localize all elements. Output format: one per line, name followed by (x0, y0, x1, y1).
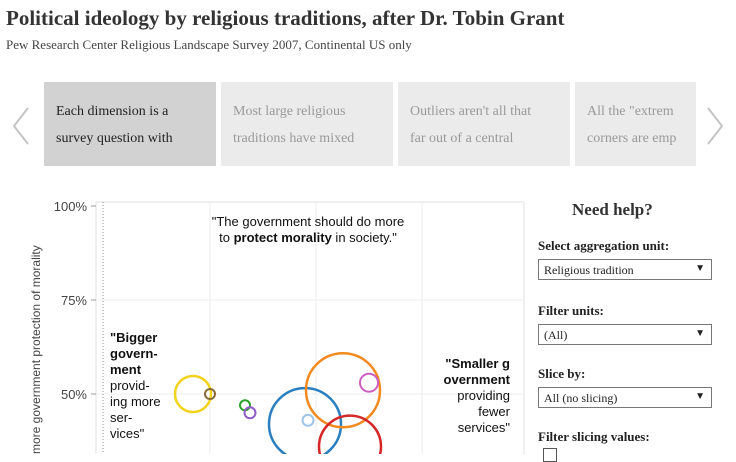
card-line: Most large religious (233, 104, 346, 119)
annotation-left-line: provid- (110, 378, 150, 393)
bubble-yellow[interactable] (173, 374, 213, 414)
annotation-top: "The government should do more to protec… (212, 214, 405, 245)
annotation-left: "Bigger govern- ment provid- ing more se… (110, 330, 161, 441)
annotation-right-line: fewer (478, 404, 510, 419)
annotation-left-line: ing more (110, 394, 161, 409)
story-card-4[interactable]: All the "extrem corners are emp (575, 82, 696, 166)
filter-units-select[interactable]: (All) ▼ (538, 324, 712, 345)
annotation-left-line: vices" (110, 426, 145, 441)
annotation-right-line: providing (457, 388, 510, 403)
annotation-top-line-1: "The government should do more (212, 214, 405, 229)
card-line: corners are emp (587, 131, 677, 146)
y-tick-label: 75% (61, 293, 87, 308)
card-line: traditions have mixed (233, 131, 355, 146)
aggregation-select[interactable]: Religious tradition ▼ (538, 259, 712, 280)
filter-slicing-label: Filter slicing values: (538, 429, 650, 444)
annotation-left-line: ment (110, 362, 142, 377)
page-subtitle: Pew Research Center Religious Landscape … (6, 37, 412, 52)
card-line: survey question with (56, 131, 173, 146)
caret-down-icon: ▼ (695, 328, 705, 339)
bubble-orange[interactable] (304, 351, 382, 429)
annotation-text: to (219, 230, 233, 245)
caret-down-icon: ▼ (695, 263, 705, 274)
y-tick-label: 50% (61, 387, 87, 402)
slice-by-select-value: All (no slicing) (544, 391, 618, 405)
annotation-left-line: ser- (110, 410, 132, 425)
carousel-prev-button[interactable] (10, 104, 32, 148)
chevron-left-icon (12, 107, 29, 145)
annotation-right-line: overnment (444, 372, 511, 387)
filter-units-select-value: (All) (544, 328, 568, 342)
control-panel: Need help? Select aggregation unit: Reli… (536, 196, 726, 462)
slicing-value-checkbox[interactable] (543, 448, 557, 462)
annotation-right-line: "Smaller g (445, 356, 510, 371)
chevron-right-icon (707, 107, 724, 145)
card-line: far out of a central (410, 131, 514, 146)
bubbles (173, 351, 383, 454)
bubble-magenta[interactable] (359, 372, 379, 393)
bubble-red[interactable] (317, 414, 383, 454)
bubble-purple[interactable] (243, 406, 257, 420)
chart-svg: more government protection of morality 1… (29, 199, 525, 454)
annotation-right: "Smaller g overnment providing fewer ser… (444, 356, 511, 435)
annotation-left-line: "Bigger (110, 330, 157, 345)
story-card-2[interactable]: Most large religious traditions have mix… (221, 82, 393, 166)
card-line: All the "extrem (587, 104, 674, 119)
bubble-brown[interactable] (204, 388, 216, 400)
aggregation-label: Select aggregation unit: (538, 238, 670, 253)
card-line: Outliers aren't all that (410, 104, 532, 119)
slice-by-label: Slice by: (538, 366, 586, 381)
annotation-text: in society." (332, 230, 397, 245)
annotation-text-bold: protect morality (234, 230, 333, 245)
ideology-scatter-chart: more government protection of morality 1… (0, 190, 530, 454)
annotation-top-line-2: to protect morality in society." (219, 230, 397, 245)
card-line: Each dimension is a (56, 104, 169, 119)
bubble-lightblue[interactable] (301, 413, 315, 427)
story-card-1[interactable]: Each dimension is a survey question with (44, 82, 216, 166)
carousel-next-button[interactable] (704, 104, 726, 148)
story-card-3[interactable]: Outliers aren't all that far out of a ce… (398, 82, 570, 166)
filter-units-label: Filter units: (538, 303, 604, 318)
y-tick-label: 100% (54, 199, 88, 214)
caret-down-icon: ▼ (695, 391, 705, 402)
annotation-right-line: services" (458, 420, 511, 435)
aggregation-select-value: Religious tradition (544, 263, 634, 277)
story-carousel: Each dimension is a survey question with… (44, 82, 696, 166)
annotation-left-line: govern- (110, 346, 158, 361)
page-title: Political ideology by religious traditio… (6, 6, 565, 30)
y-axis-label: more government protection of morality (29, 245, 43, 454)
plot-area (95, 201, 525, 454)
help-link[interactable]: Need help? (572, 200, 653, 219)
slice-by-select[interactable]: All (no slicing) ▼ (538, 387, 712, 408)
